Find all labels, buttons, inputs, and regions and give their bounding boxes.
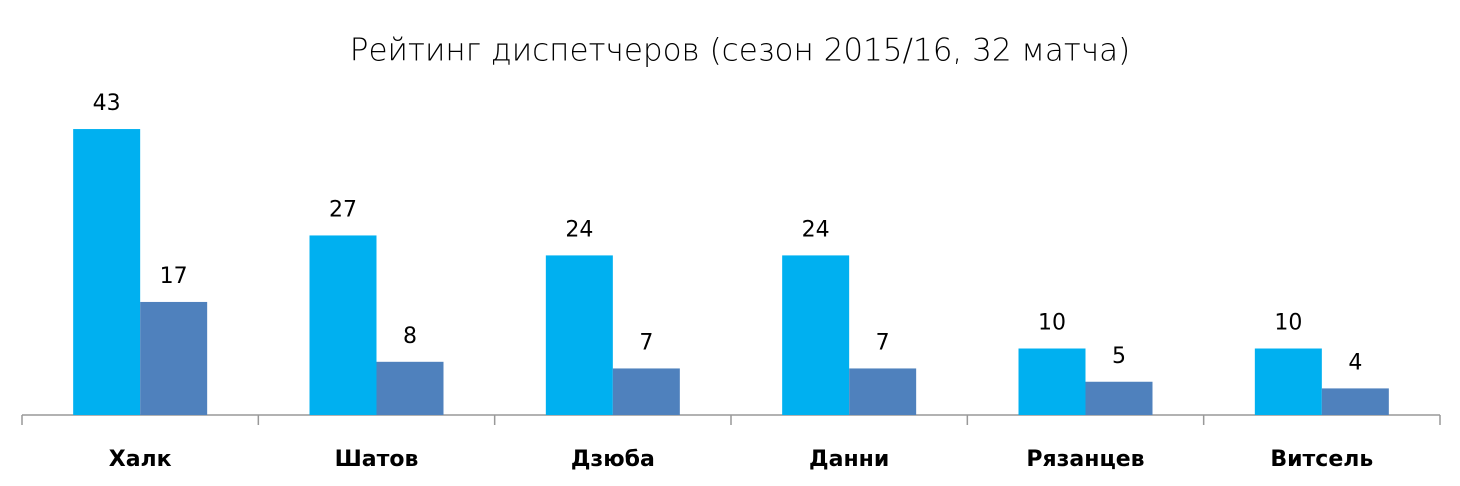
bar <box>376 361 444 415</box>
bar <box>782 255 850 415</box>
x-tick-label: Рязанцев <box>1026 447 1144 472</box>
data-label: 5 <box>1112 344 1126 369</box>
bar <box>612 368 680 415</box>
bar <box>309 235 377 415</box>
x-tick-label: Халк <box>109 447 172 472</box>
data-label: 24 <box>802 217 830 242</box>
x-tick-label: Данни <box>809 447 889 472</box>
data-label: 43 <box>93 91 121 116</box>
x-tick-label: Витсель <box>1270 447 1373 472</box>
bar <box>545 255 613 415</box>
chart-title: Рейтинг диспетчеров (сезон 2015/16, 32 м… <box>350 33 1130 69</box>
data-label: 10 <box>1038 311 1066 336</box>
data-label: 4 <box>1348 350 1362 375</box>
bar <box>1085 381 1153 415</box>
bar <box>849 368 917 415</box>
x-tick-label: Дзюба <box>571 447 655 472</box>
bar <box>1018 348 1086 415</box>
bar <box>73 129 141 416</box>
bar <box>140 301 208 415</box>
data-label: 24 <box>565 217 593 242</box>
bar <box>1321 388 1389 415</box>
data-label: 10 <box>1274 311 1302 336</box>
data-label: 7 <box>876 330 890 355</box>
x-tick-label: Шатов <box>335 447 419 472</box>
data-label: 7 <box>639 330 653 355</box>
data-label: 27 <box>329 197 357 222</box>
data-label: 17 <box>160 264 188 289</box>
data-label: 8 <box>403 324 417 349</box>
bar <box>1254 348 1322 415</box>
